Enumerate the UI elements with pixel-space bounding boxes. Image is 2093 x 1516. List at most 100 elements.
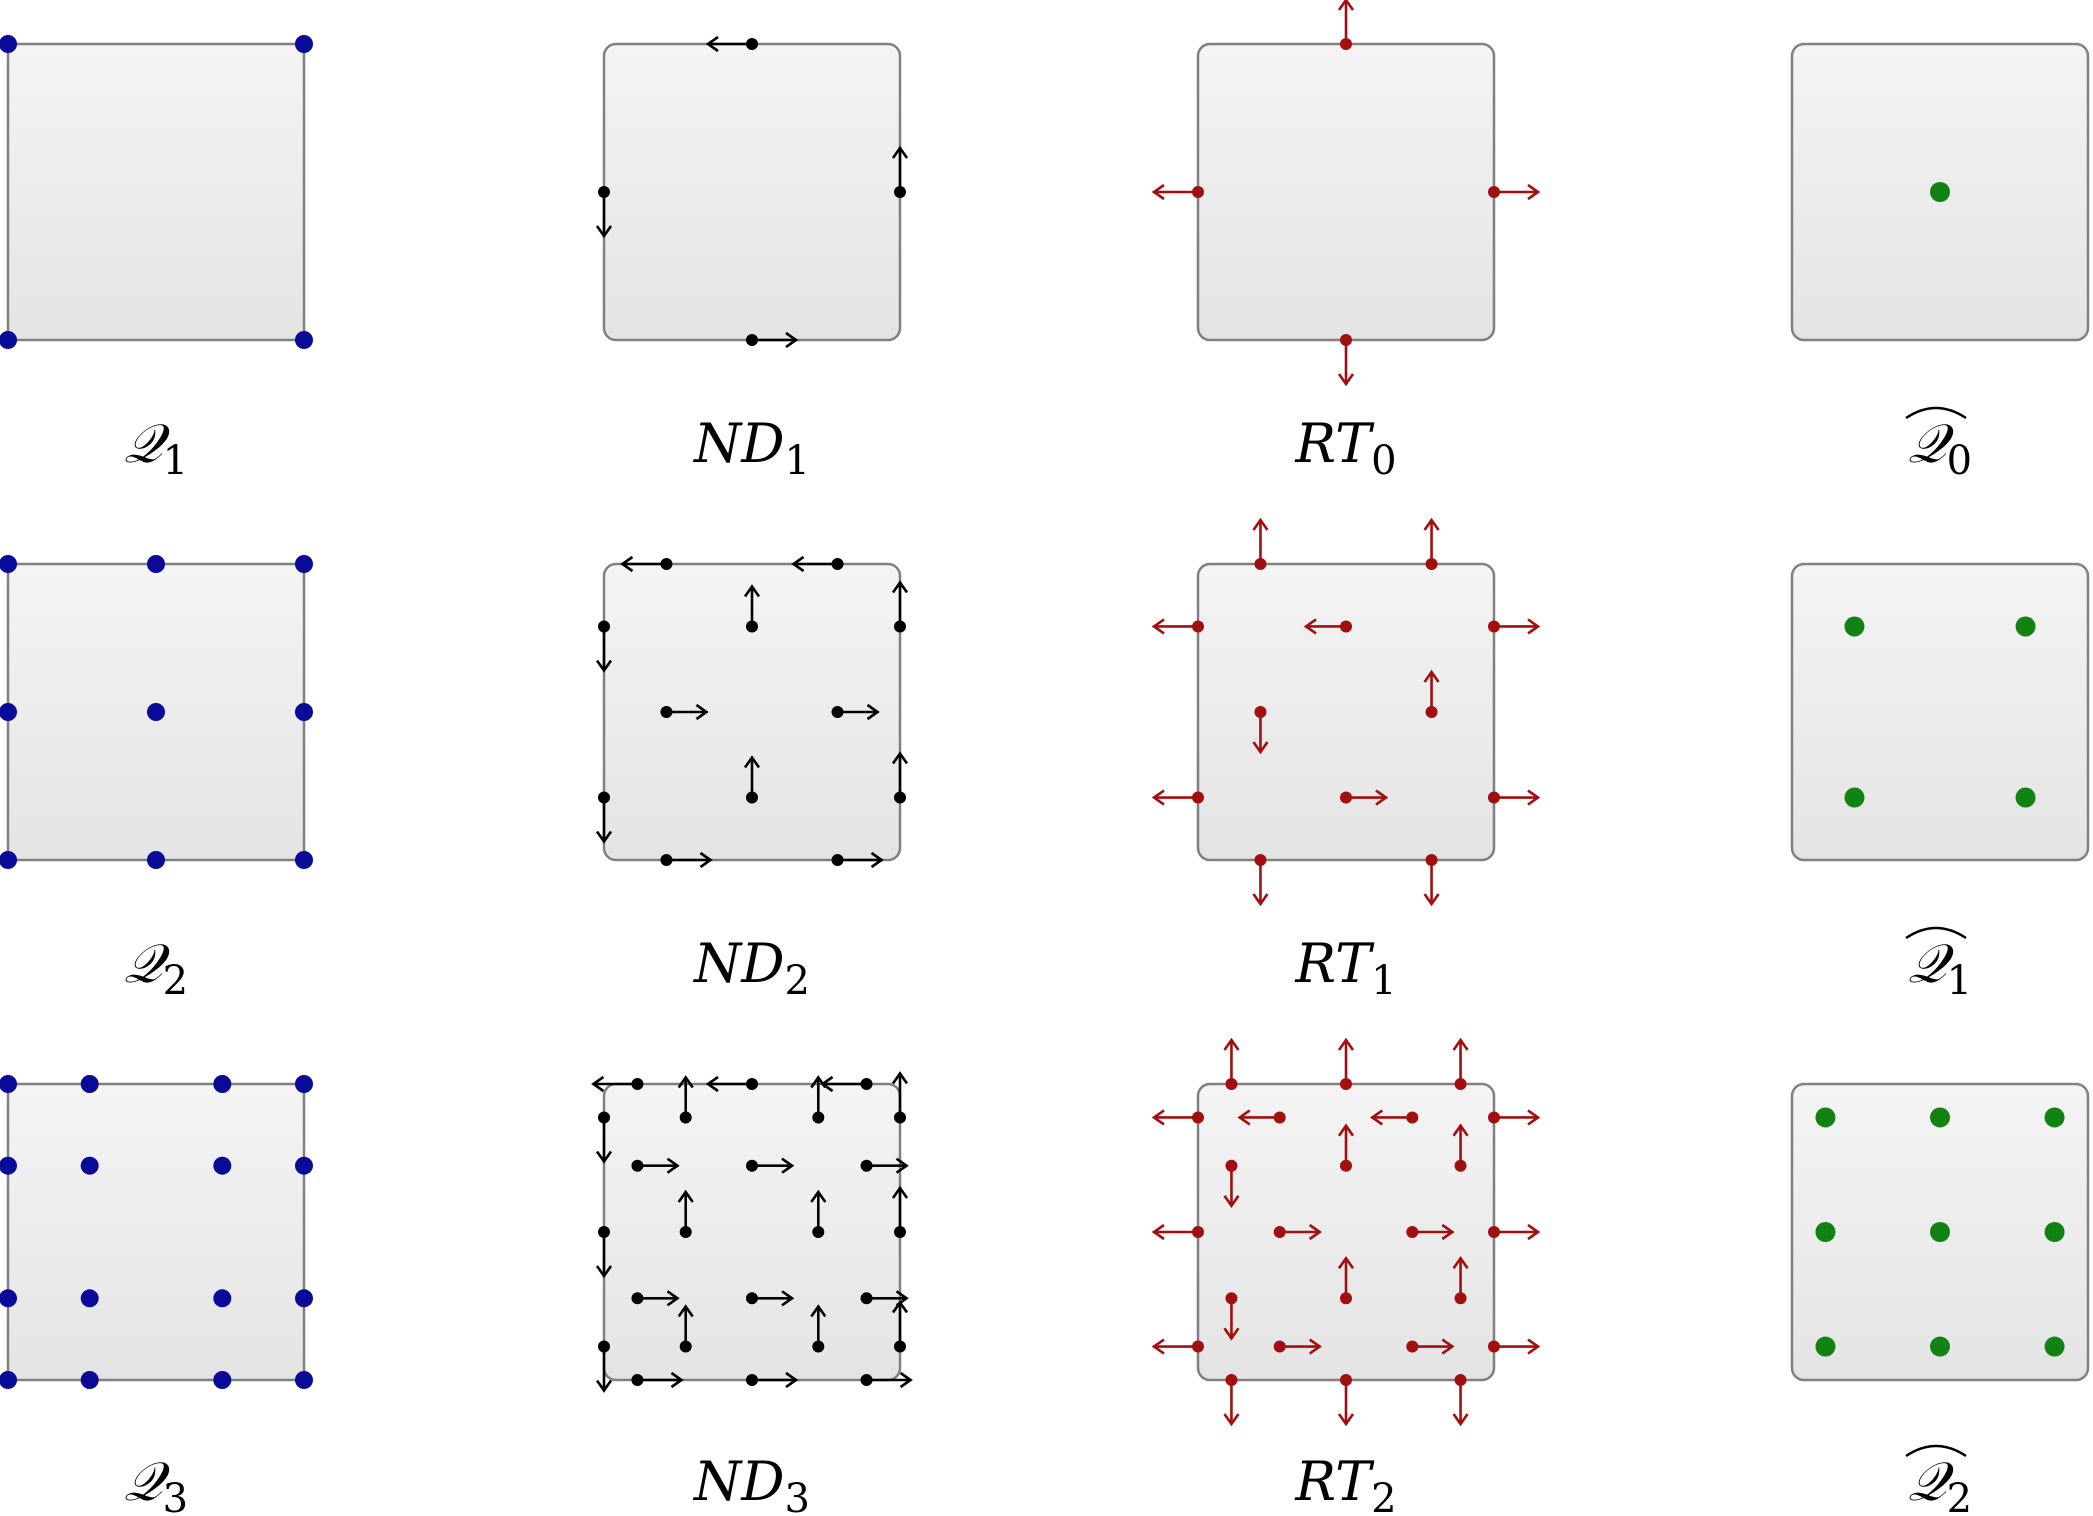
normal-dof: [1252, 517, 1269, 570]
lagrange-node: [0, 331, 17, 349]
tangential-dof: [831, 851, 884, 869]
lagrange-node: [80, 1075, 99, 1093]
lagrange-node: [295, 1156, 313, 1175]
interior-node: [1930, 1336, 1950, 1357]
lagrange-node: [0, 555, 17, 573]
interior-dof: [1452, 1256, 1469, 1305]
lagrange-node: [147, 703, 165, 721]
tangential-dof: [705, 1075, 758, 1093]
label-base: ND: [692, 932, 785, 995]
interior-dof: [1406, 1223, 1455, 1241]
normal-dof: [1488, 1223, 1541, 1241]
tangential-dof: [891, 145, 909, 198]
lagrange-node: [213, 1289, 232, 1308]
tangential-dof: [595, 1226, 613, 1279]
interior-dof: [677, 1075, 694, 1124]
interior-dof: [1223, 1159, 1240, 1208]
tangential-dof: [595, 1111, 613, 1164]
interior-node: [2044, 1107, 2065, 1128]
tangential-dof: [595, 186, 613, 239]
q-element-label: 𝒬3: [124, 1450, 188, 1516]
label-base: ND: [692, 412, 785, 475]
lagrange-node: [0, 1371, 17, 1389]
lagrange-node: [295, 1371, 313, 1389]
label-base: RT: [1294, 412, 1375, 475]
hat-accent: [1905, 1444, 1967, 1458]
qhat-element-label: 𝒬2: [1908, 1450, 1972, 1516]
normal-dof: [1151, 618, 1204, 635]
normal-dof: [1151, 1223, 1204, 1241]
interior-dof: [631, 1157, 680, 1174]
reference-cell: [6, 42, 306, 342]
tangential-dof: [595, 1340, 613, 1393]
tangential-dof: [620, 555, 673, 573]
lagrange-node: [295, 1289, 313, 1308]
interior-node: [2015, 787, 2036, 808]
tangential-dof: [595, 620, 613, 673]
lagrange-node: [0, 703, 17, 721]
normal-dof: [1488, 789, 1541, 806]
interior-node: [1844, 616, 1865, 637]
tangential-dof: [660, 851, 713, 869]
label-subscript: 1: [1947, 958, 1972, 1004]
lagrange-node: [295, 555, 313, 573]
normal-dof: [1452, 1037, 1469, 1090]
interior-dof: [743, 755, 761, 804]
label-subscript: 0: [1371, 438, 1396, 484]
interior-dof: [1370, 1109, 1419, 1126]
label-subscript: 2: [1947, 1476, 1972, 1516]
normal-dof: [1423, 854, 1440, 907]
hat-accent: [1905, 406, 1967, 420]
lagrange-node: [0, 35, 17, 53]
normal-dof: [1223, 1374, 1240, 1427]
reference-cell: [602, 42, 902, 342]
normal-dof: [1151, 789, 1204, 806]
lagrange-node: [0, 1289, 17, 1308]
lagrange-node: [295, 703, 313, 721]
tangential-dof: [746, 331, 799, 349]
reference-cell: [1196, 562, 1496, 862]
interior-dof: [1337, 1256, 1355, 1305]
interior-dof: [810, 1304, 827, 1353]
label-subscript: 1: [785, 438, 810, 484]
interior-node: [1930, 1107, 1950, 1128]
lagrange-node: [295, 331, 313, 349]
normal-dof: [1488, 618, 1541, 635]
interior-dof: [660, 703, 709, 721]
interior-node: [1930, 182, 1950, 202]
interior-dof: [1452, 1123, 1469, 1172]
interior-dof: [1223, 1292, 1240, 1341]
interior-node: [1844, 787, 1865, 808]
interior-dof: [810, 1075, 827, 1124]
label-base: RT: [1294, 1450, 1375, 1513]
lagrange-node: [295, 1075, 313, 1093]
tangential-dof: [820, 1075, 873, 1093]
tangential-dof: [591, 1075, 644, 1093]
lagrange-node: [295, 851, 313, 869]
lagrange-node: [0, 1156, 17, 1175]
lagrange-node: [80, 1156, 99, 1175]
interior-dof: [743, 584, 761, 633]
interior-dof: [831, 703, 880, 721]
interior-node: [1930, 1222, 1950, 1242]
interior-dof: [746, 1290, 795, 1307]
normal-dof: [1488, 183, 1541, 201]
interior-dof: [810, 1189, 827, 1238]
tangential-dof: [631, 1371, 684, 1389]
normal-dof: [1252, 854, 1269, 907]
interior-dof: [677, 1189, 694, 1238]
label-base: RT: [1294, 932, 1375, 995]
reference-cell: [602, 1082, 902, 1382]
label-subscript: 2: [785, 958, 810, 1004]
label-base: ND: [692, 1450, 785, 1513]
interior-dof: [677, 1304, 694, 1353]
interior-dof: [1252, 706, 1269, 755]
lagrange-node: [80, 1371, 99, 1389]
lagrange-node: [80, 1289, 99, 1308]
interior-dof: [1340, 789, 1389, 806]
interior-dof: [631, 1290, 680, 1307]
lagrange-node: [0, 851, 17, 869]
nd-element-label: ND2: [692, 932, 810, 1004]
normal-dof: [1488, 1109, 1541, 1126]
label-subscript: 0: [1947, 438, 1972, 484]
